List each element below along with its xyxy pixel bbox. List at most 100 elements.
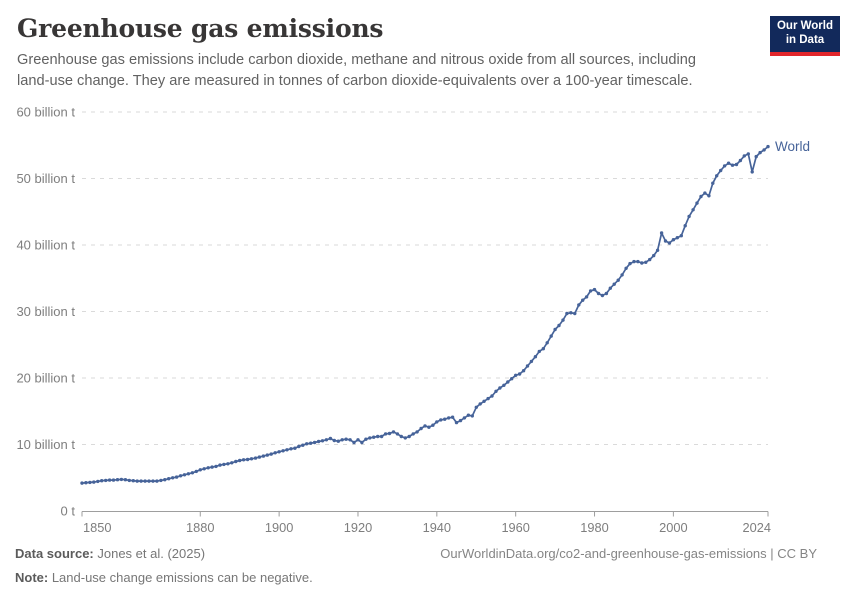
data-point-1903[interactable] <box>289 447 293 451</box>
data-point-1939[interactable] <box>431 423 435 427</box>
data-point-1918[interactable] <box>348 438 352 442</box>
data-point-1972[interactable] <box>561 318 565 322</box>
data-point-1865[interactable] <box>139 479 143 483</box>
data-point-1948[interactable] <box>466 413 471 417</box>
data-point-1985[interactable] <box>612 282 616 286</box>
data-point-1986[interactable] <box>616 278 620 282</box>
data-point-1937[interactable] <box>423 424 427 428</box>
data-point-1930[interactable] <box>395 432 400 436</box>
data-point-1851[interactable] <box>84 481 88 485</box>
data-point-1977[interactable] <box>581 298 585 302</box>
data-point-1870[interactable] <box>159 478 163 483</box>
data-point-1988[interactable] <box>624 266 628 270</box>
data-point-1869[interactable] <box>155 479 159 483</box>
data-point-1867[interactable] <box>147 479 151 483</box>
data-point-1957[interactable] <box>502 383 506 387</box>
data-point-1853[interactable] <box>92 480 96 484</box>
data-point-2015[interactable] <box>730 163 735 167</box>
data-point-1931[interactable] <box>399 434 403 439</box>
data-point-1919[interactable] <box>352 440 356 445</box>
data-point-1941[interactable] <box>439 418 443 422</box>
series-end-label-world[interactable]: World <box>775 139 810 154</box>
data-point-1924[interactable] <box>372 435 376 439</box>
data-point-1945[interactable] <box>454 420 459 425</box>
data-point-1927[interactable] <box>383 432 388 436</box>
data-point-1923[interactable] <box>368 436 372 440</box>
data-point-1958[interactable] <box>506 380 510 384</box>
data-point-2021[interactable] <box>754 154 758 159</box>
data-point-2001[interactable] <box>675 236 679 240</box>
data-point-1962[interactable] <box>521 369 526 373</box>
data-point-1911[interactable] <box>320 439 325 443</box>
data-point-1989[interactable] <box>628 261 632 266</box>
data-point-1895[interactable] <box>257 455 262 459</box>
data-point-1997[interactable] <box>659 231 664 235</box>
data-point-1976[interactable] <box>577 303 581 307</box>
data-point-2007[interactable] <box>699 194 703 199</box>
data-point-1946[interactable] <box>458 418 463 423</box>
data-point-1877[interactable] <box>186 472 191 476</box>
data-point-1973[interactable] <box>565 311 569 316</box>
data-point-1969[interactable] <box>549 334 553 338</box>
data-point-2005[interactable] <box>691 208 695 212</box>
data-point-1978[interactable] <box>584 295 589 299</box>
data-point-1884[interactable] <box>214 464 218 469</box>
data-point-1993[interactable] <box>644 260 648 264</box>
data-point-1944[interactable] <box>450 415 455 419</box>
data-point-1954[interactable] <box>490 394 494 398</box>
data-point-1866[interactable] <box>143 479 147 483</box>
data-point-1862[interactable] <box>127 478 131 483</box>
data-point-1967[interactable] <box>541 347 545 351</box>
data-point-1857[interactable] <box>107 478 112 482</box>
data-point-2023[interactable] <box>762 148 766 152</box>
data-point-1952[interactable] <box>482 399 486 403</box>
data-point-1935[interactable] <box>415 430 419 434</box>
data-point-1922[interactable] <box>364 437 368 441</box>
data-point-1943[interactable] <box>447 416 451 420</box>
data-point-2010[interactable] <box>711 181 715 185</box>
data-point-1992[interactable] <box>640 261 644 265</box>
data-point-1864[interactable] <box>135 479 139 483</box>
data-point-1983[interactable] <box>604 291 609 296</box>
data-point-1885[interactable] <box>218 463 222 467</box>
data-point-1856[interactable] <box>104 478 108 483</box>
data-point-1888[interactable] <box>230 461 234 465</box>
data-point-1975[interactable] <box>573 311 577 316</box>
data-point-2000[interactable] <box>671 238 676 242</box>
data-point-2024[interactable] <box>766 144 770 149</box>
data-point-1934[interactable] <box>411 432 415 436</box>
data-point-1938[interactable] <box>427 425 431 429</box>
data-point-1910[interactable] <box>316 439 321 444</box>
data-point-2022[interactable] <box>758 150 762 155</box>
data-point-2003[interactable] <box>683 224 687 228</box>
data-point-1909[interactable] <box>312 440 317 445</box>
data-point-1933[interactable] <box>407 434 411 439</box>
data-point-1936[interactable] <box>419 426 423 431</box>
data-point-1980[interactable] <box>592 287 597 292</box>
data-point-1990[interactable] <box>632 259 636 264</box>
data-point-1971[interactable] <box>557 323 561 328</box>
data-point-1925[interactable] <box>376 434 380 439</box>
data-point-2011[interactable] <box>715 174 719 178</box>
data-point-1894[interactable] <box>253 456 258 460</box>
data-point-1932[interactable] <box>403 436 407 440</box>
data-point-1974[interactable] <box>569 311 573 315</box>
data-point-1942[interactable] <box>443 417 447 421</box>
data-point-1906[interactable] <box>301 443 305 447</box>
data-point-1917[interactable] <box>344 437 348 441</box>
data-point-1963[interactable] <box>525 364 530 368</box>
data-point-2013[interactable] <box>722 164 727 168</box>
data-point-1996[interactable] <box>655 248 660 252</box>
data-point-1900[interactable] <box>277 450 281 454</box>
data-point-1893[interactable] <box>249 457 254 461</box>
data-point-1899[interactable] <box>273 451 277 455</box>
data-point-1902[interactable] <box>285 448 289 452</box>
data-point-1968[interactable] <box>545 341 549 345</box>
data-point-1994[interactable] <box>648 257 652 262</box>
data-point-2002[interactable] <box>679 234 683 238</box>
data-point-1855[interactable] <box>100 479 104 483</box>
data-point-2016[interactable] <box>734 162 739 167</box>
data-point-2009[interactable] <box>707 194 711 198</box>
data-point-1879[interactable] <box>194 469 198 474</box>
